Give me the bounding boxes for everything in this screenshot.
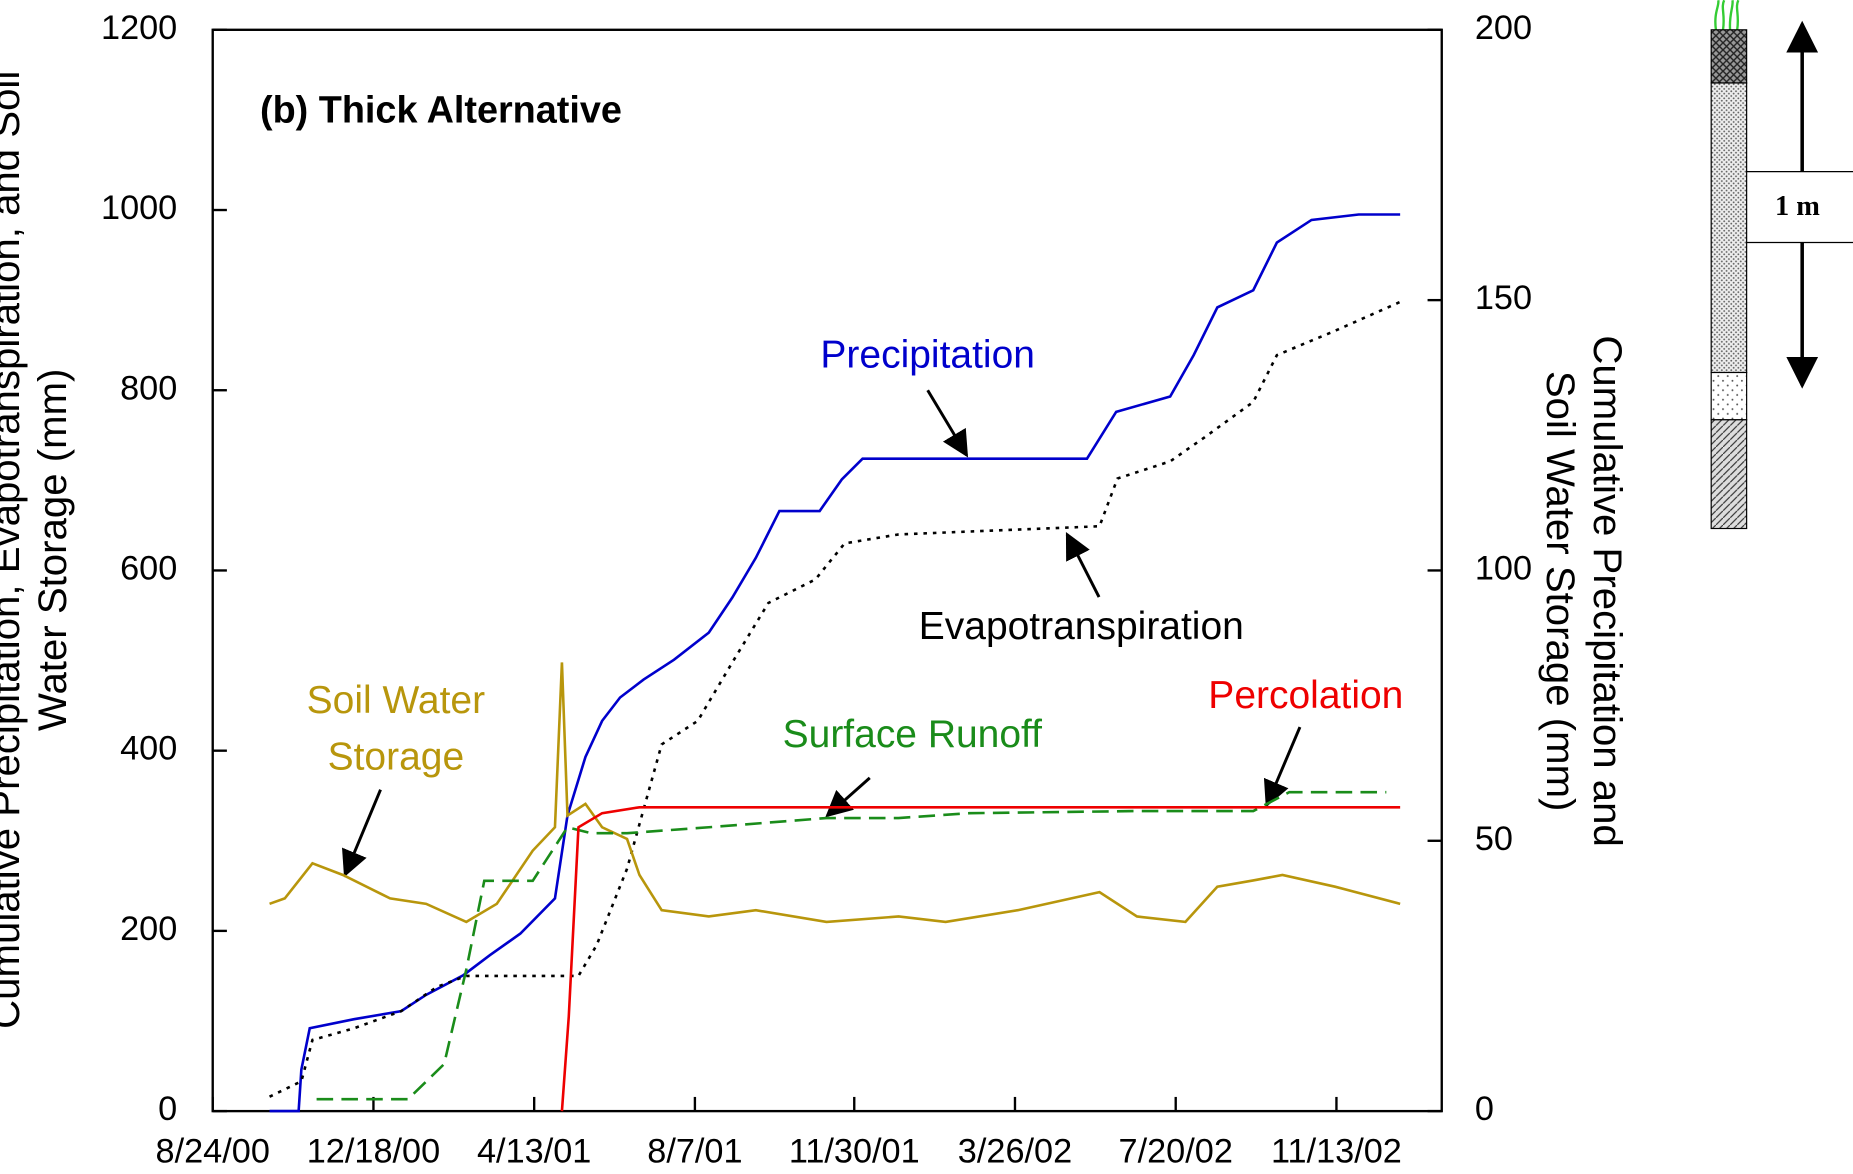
series-line <box>317 792 1387 1099</box>
x-tick-label: 7/20/02 <box>1119 1133 1233 1171</box>
plot-frame <box>213 30 1442 1111</box>
series-line <box>562 807 1400 1111</box>
y2-tick-label: 0 <box>1475 1090 1494 1128</box>
y-tick-label: 1200 <box>101 9 177 47</box>
arrow <box>345 790 380 875</box>
y-tick-label: 600 <box>120 550 177 588</box>
y-tick-label: 0 <box>158 1090 177 1128</box>
series-label: Percolation <box>1208 674 1403 717</box>
soil-column: 1 m <box>1711 0 1853 528</box>
layer <box>1711 83 1746 373</box>
chart-title: (b) Thick Alternative <box>260 90 622 132</box>
y2-axis-label: Cumulative Precipitation and Soil Water … <box>1536 308 1631 875</box>
y2-tick-label: 200 <box>1475 9 1532 47</box>
y2-axis-label-box: Cumulative Precipitation and Soil Water … <box>1524 178 1630 1005</box>
series-label: Soil Water Storage <box>266 671 526 783</box>
y-axis-label-box: Cumulative Precipitation, Evapotranspira… <box>0 18 89 1082</box>
scale-label: 1 m <box>1775 191 1820 222</box>
arrow <box>827 778 870 816</box>
chart: (b) Thick Alternative Cumulative Precipi… <box>0 0 1853 1174</box>
x-tick-label: 12/18/00 <box>307 1133 440 1171</box>
x-tick-label: 8/7/01 <box>647 1133 742 1171</box>
layer <box>1711 373 1746 420</box>
arrow <box>1067 534 1099 597</box>
x-tick-label: 4/13/01 <box>477 1133 591 1171</box>
arrow <box>928 390 967 455</box>
y-tick-label: 400 <box>120 730 177 768</box>
x-tick-label: 3/26/02 <box>958 1133 1072 1171</box>
series-label-box: Soil Water Storage <box>266 671 526 783</box>
y2-tick-label: 100 <box>1475 550 1532 588</box>
series-label: Precipitation <box>820 333 1035 376</box>
series-label: Surface Runoff <box>783 713 1043 756</box>
y2-tick-label: 50 <box>1475 820 1513 858</box>
layer <box>1711 420 1746 529</box>
layer <box>1711 30 1746 83</box>
grass <box>1715 0 1738 30</box>
y-tick-label: 1000 <box>101 189 177 227</box>
y2-tick-label: 150 <box>1475 279 1532 317</box>
y-tick-label: 800 <box>120 369 177 407</box>
y-tick-label: 200 <box>120 910 177 948</box>
series-label: Evapotranspiration <box>919 605 1244 648</box>
y-axis-label: Cumulative Precipitation, Evapotranspira… <box>0 18 77 1082</box>
x-tick-label: 11/13/02 <box>1271 1133 1402 1171</box>
x-tick-label: 11/30/01 <box>789 1133 920 1171</box>
x-tick-label: 8/24/00 <box>156 1133 270 1171</box>
page: {"chart_data": {"type": "line", "title":… <box>0 0 1853 1174</box>
